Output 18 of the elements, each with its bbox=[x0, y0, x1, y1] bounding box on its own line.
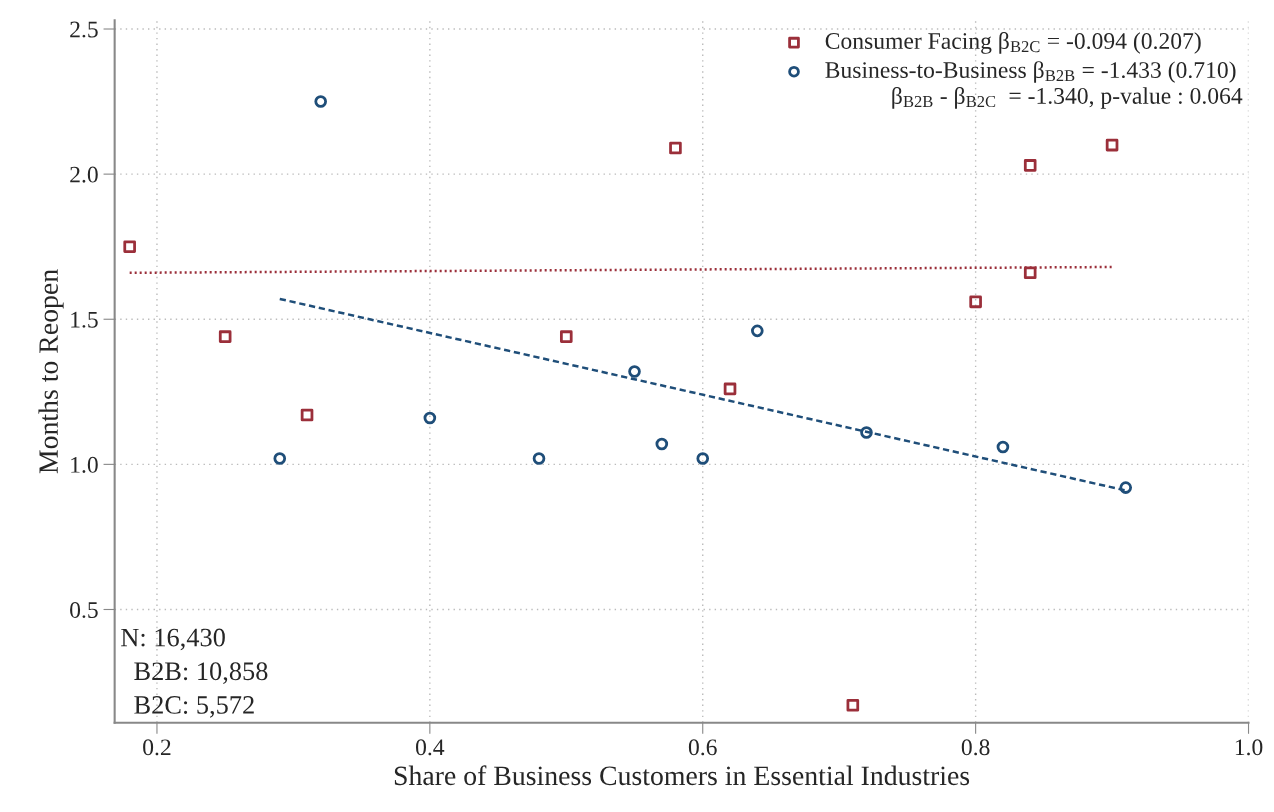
y-tick-label: 2.0 bbox=[70, 166, 98, 183]
annotation: B2C: 5,572 bbox=[134, 696, 254, 718]
x-tick-label: 0.4 bbox=[415, 739, 445, 756]
annotation: B2B: 10,858 bbox=[134, 662, 268, 684]
annotation: N: 16,430 bbox=[121, 628, 225, 651]
x-tick-label: 0.6 bbox=[688, 739, 717, 756]
x-tick-label: 0.2 bbox=[143, 739, 171, 756]
y-tick-label: 0.5 bbox=[70, 601, 98, 619]
y-tick-label: 1.5 bbox=[71, 311, 98, 328]
legend-label: Consumer Facing β$_{B2C}$ = -0.094 (0.207) bbox=[825, 32, 1201, 54]
x-tick-label: 0.8 bbox=[961, 739, 990, 756]
x-tick-label: 1.0 bbox=[1235, 739, 1263, 756]
x-axis-title: Share of Business Customers in Essential Industries bbox=[394, 765, 970, 786]
y-tick-label: 2.5 bbox=[70, 21, 98, 38]
y-tick-label: 1.0 bbox=[71, 456, 98, 473]
legend-label: Business-to-Business β$_{B2B}$ = -1.433 (0.710) bbox=[825, 61, 1236, 83]
y-axis-title: Months to Reopen bbox=[38, 269, 64, 474]
annotation: β$_{B2B}$ - β$_{B2C}$ = -1.340, p-value : 0.064 bbox=[892, 87, 1243, 109]
